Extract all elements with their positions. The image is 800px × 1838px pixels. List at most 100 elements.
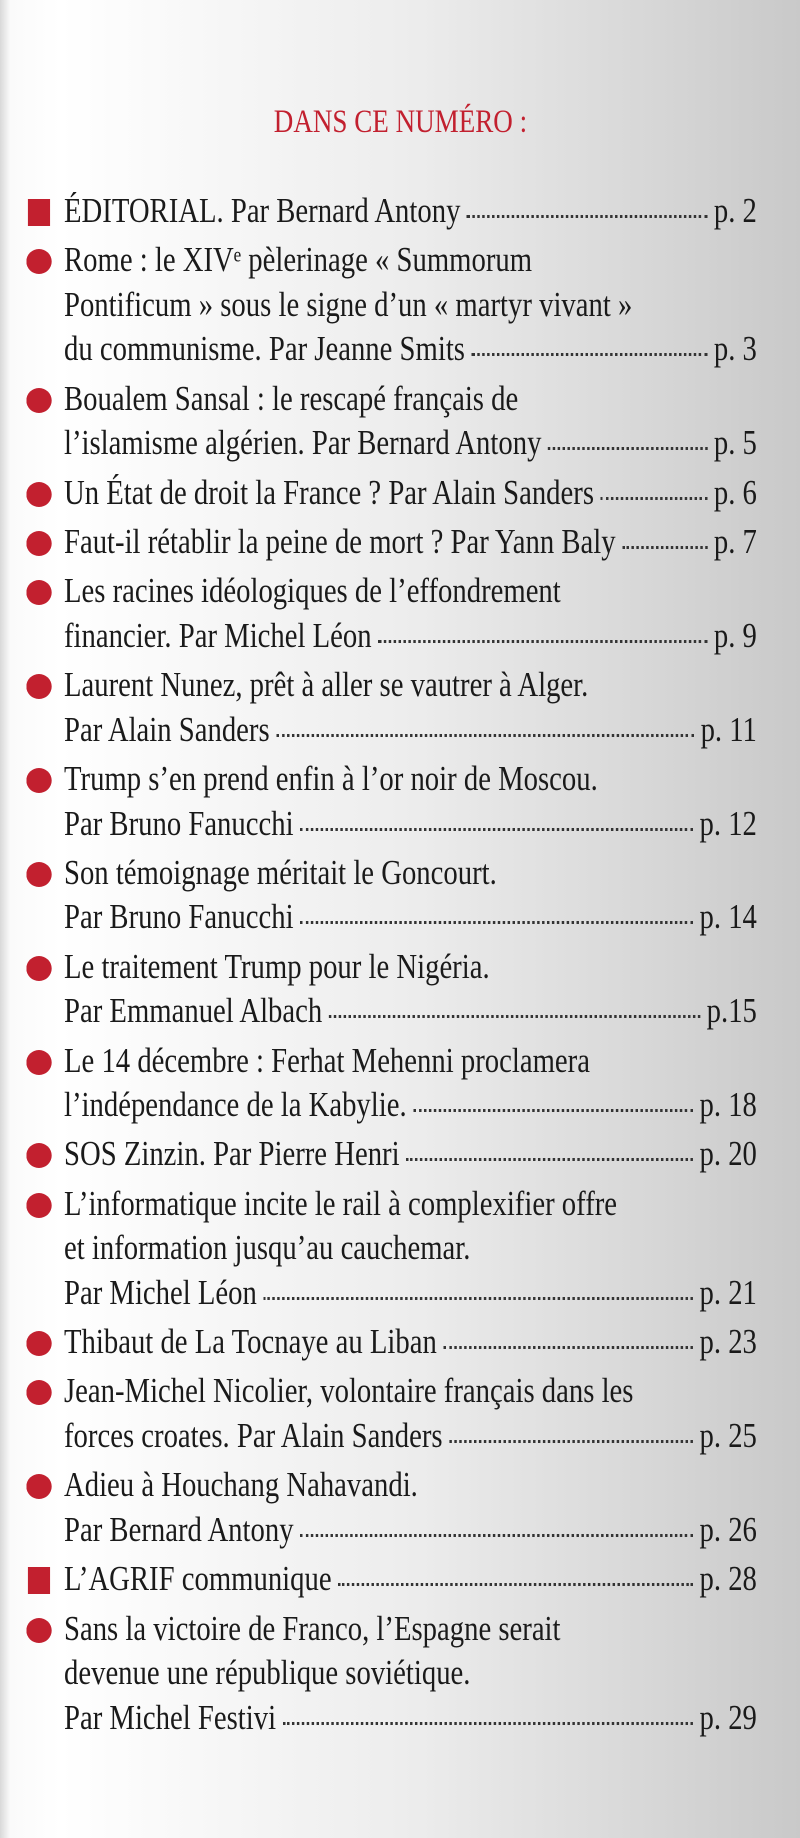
- toc-entry: Boualem Sansal : le rescapé français de l…: [26, 377, 757, 466]
- dot-leader: [600, 496, 708, 500]
- toc-entry-title: L’informatique incite le rail à complexi…: [64, 1183, 618, 1223]
- toc-entry-line: Le 14 décembre : Ferhat Mehenni proclame…: [64, 1039, 757, 1084]
- toc-page-number: p. 2: [713, 191, 757, 230]
- toc-entry-line: Par Michel Festivi p. 29: [64, 1696, 757, 1741]
- toc-page-number: p. 12: [699, 803, 757, 843]
- toc-entry-line: Par Alain Sanders p. 11: [64, 708, 757, 753]
- toc-entry-line: Pontificum » sous le signe d’un « martyr…: [64, 283, 757, 328]
- dot-leader: [622, 545, 708, 549]
- toc-page-number: p. 7: [713, 521, 757, 561]
- circle-bullet-icon: [26, 1143, 52, 1169]
- toc-entry: Les racines idéologiques de l’effondreme…: [26, 569, 757, 659]
- toc-entry: Laurent Nunez, prêt à aller se vautrer à…: [26, 663, 757, 753]
- toc-entry: Un État de droit la France ? Par Alain S…: [26, 471, 757, 516]
- circle-bullet-icon: [26, 580, 52, 606]
- circle-bullet-icon: [26, 1474, 52, 1500]
- toc-entry: Sans la victoire de Franco, l’Espagne se…: [26, 1607, 757, 1741]
- dot-leader: [300, 921, 693, 925]
- table-of-contents: ÉDITORIAL. Par Bernard Antony p. 2 Rome : …: [26, 189, 757, 1745]
- toc-entry-title: financier. Par Michel Léon: [64, 615, 372, 655]
- circle-bullet-icon: [26, 861, 52, 887]
- toc-entry-title: Sans la victoire de Franco, l’Espagne se…: [64, 1608, 561, 1648]
- dot-leader: [406, 1158, 693, 1162]
- circle-bullet-icon: [26, 767, 52, 793]
- circle-bullet-icon: [26, 674, 52, 700]
- toc-page-number: p. 28: [699, 1559, 757, 1599]
- circle-bullet-icon: [26, 249, 52, 275]
- toc-entry-line: Jean-Michel Nicolier, volontaire françai…: [64, 1369, 757, 1414]
- toc-entry-line: Laurent Nunez, prêt à aller se vautrer à…: [64, 663, 757, 708]
- toc-entry: Trump s’en prend enfin à l’or noir de Mo…: [26, 757, 757, 847]
- toc-entry-title: Les racines idéologiques de l’effondreme…: [64, 571, 561, 611]
- toc-entry: Le 14 décembre : Ferhat Mehenni proclame…: [26, 1039, 757, 1128]
- toc-entry-title: Par Alain Sanders: [64, 709, 270, 749]
- dot-leader: [300, 1533, 693, 1537]
- toc-entry-line: Sans la victoire de Franco, l’Espagne se…: [64, 1607, 757, 1652]
- toc-entry-line: l’islamisme algérien. Par Bernard Antony…: [64, 421, 757, 466]
- toc-entry-line: ÉDITORIAL. Par Bernard Antony p. 2: [64, 189, 757, 234]
- toc-page-number: p. 23: [699, 1322, 757, 1362]
- dot-leader: [378, 639, 708, 643]
- toc-entry-title: devenue une république soviétique.: [64, 1653, 471, 1693]
- toc-entry-title: Son témoignage méritait le Goncourt.: [64, 852, 497, 892]
- toc-page-number: p. 25: [699, 1416, 757, 1456]
- toc-entry-title: Le traitement Trump pour le Nigéria.: [64, 946, 490, 986]
- toc-entry-title: Par Michel Léon: [64, 1272, 257, 1312]
- toc-entry-title: SOS Zinzin. Par Pierre Henri: [64, 1134, 400, 1174]
- toc-page-number: p. 18: [699, 1085, 757, 1125]
- dot-leader: [547, 447, 708, 451]
- dot-leader: [282, 1721, 693, 1725]
- dot-leader: [300, 827, 693, 831]
- toc-entry-title: Le 14 décembre : Ferhat Mehenni proclame…: [64, 1040, 590, 1080]
- toc-entry: Jean-Michel Nicolier, volontaire françai…: [26, 1369, 757, 1459]
- toc-entry-title: Par Bruno Fanucchi: [64, 803, 294, 843]
- toc-entry-title: Jean-Michel Nicolier, volontaire françai…: [64, 1371, 634, 1411]
- dot-leader: [443, 1346, 693, 1350]
- toc-entry-line: financier. Par Michel Léon p. 9: [64, 614, 757, 659]
- circle-bullet-icon: [26, 1380, 52, 1406]
- toc-entry-title: Adieu à Houchang Nahavandi.: [64, 1465, 418, 1505]
- toc-page-number: p. 5: [713, 423, 757, 463]
- toc-entry-line: Trump s’en prend enfin à l’or noir de Mo…: [64, 757, 757, 802]
- toc-entry-title: Par Bruno Fanucchi: [64, 897, 294, 937]
- toc-entry-title: L’AGRIF communique: [64, 1559, 332, 1599]
- toc-heading-text: DANS CE NUMÉRO :: [273, 104, 527, 140]
- toc-entry-line: Par Bruno Fanucchi p. 12: [64, 802, 757, 847]
- toc-entry: Thibaut de La Tocnaye au Liban p. 23: [26, 1320, 757, 1365]
- toc-entry-line: Par Emmanuel Albach p.15: [64, 989, 757, 1034]
- toc-page-number: p.15: [706, 991, 757, 1031]
- toc-entry-line: SOS Zinzin. Par Pierre Henri p. 20: [64, 1132, 757, 1177]
- circle-bullet-icon: [26, 955, 52, 981]
- toc-page-number: p. 29: [699, 1697, 757, 1737]
- toc-entry-line: Rome : le XIVᵉ pèlerinage « Summorum: [64, 238, 757, 283]
- toc-entry: ÉDITORIAL. Par Bernard Antony p. 2: [27, 189, 757, 234]
- dot-leader: [328, 1015, 701, 1019]
- toc-entry-line: du communisme. Par Jeanne Smits p. 3: [64, 327, 757, 372]
- toc-entry-line: Adieu à Houchang Nahavandi.: [64, 1463, 757, 1508]
- toc-entry: Son témoignage méritait le Goncourt. Par …: [26, 851, 757, 940]
- toc-entry-line: Par Bruno Fanucchi p. 14: [64, 895, 757, 940]
- dot-leader: [471, 353, 708, 357]
- toc-entry-line: devenue une république soviétique.: [64, 1651, 757, 1696]
- toc-entry-line: Un État de droit la France ? Par Alain S…: [64, 471, 757, 516]
- toc-entry: Adieu à Houchang Nahavandi. Par Bernard A…: [26, 1463, 757, 1552]
- toc-entry-line: l’indépendance de la Kabylie. p. 18: [64, 1083, 757, 1128]
- circle-bullet-icon: [26, 481, 52, 507]
- toc-entry-title: ÉDITORIAL. Par Bernard Antony: [64, 191, 461, 230]
- toc-entry: L’informatique incite le rail à complexi…: [26, 1182, 757, 1316]
- circle-bullet-icon: [26, 1192, 52, 1218]
- toc-entry-title: Thibaut de La Tocnaye au Liban: [64, 1322, 437, 1362]
- toc-entry-line: Boualem Sansal : le rescapé français de: [64, 377, 757, 422]
- toc-entry-title: Boualem Sansal : le rescapé français de: [64, 378, 519, 418]
- toc-entry-line: Par Michel Léon p. 21: [64, 1271, 757, 1316]
- toc-entry: Rome : le XIVᵉ pèlerinage « Summorum Pont…: [26, 238, 757, 372]
- toc-page-number: p. 21: [699, 1272, 757, 1312]
- toc-entry-title: et information jusqu’au cauchemar.: [64, 1228, 471, 1268]
- dot-leader: [338, 1583, 693, 1587]
- toc-entry-title: du communisme. Par Jeanne Smits: [64, 329, 465, 369]
- dot-leader: [413, 1109, 693, 1113]
- toc-entry-title: Par Emmanuel Albach: [64, 991, 323, 1031]
- toc-entry-line: forces croates. Par Alain Sanders p. 25: [64, 1414, 757, 1459]
- circle-bullet-icon: [26, 387, 52, 413]
- toc-heading: DANS CE NUMÉRO :: [0, 104, 800, 141]
